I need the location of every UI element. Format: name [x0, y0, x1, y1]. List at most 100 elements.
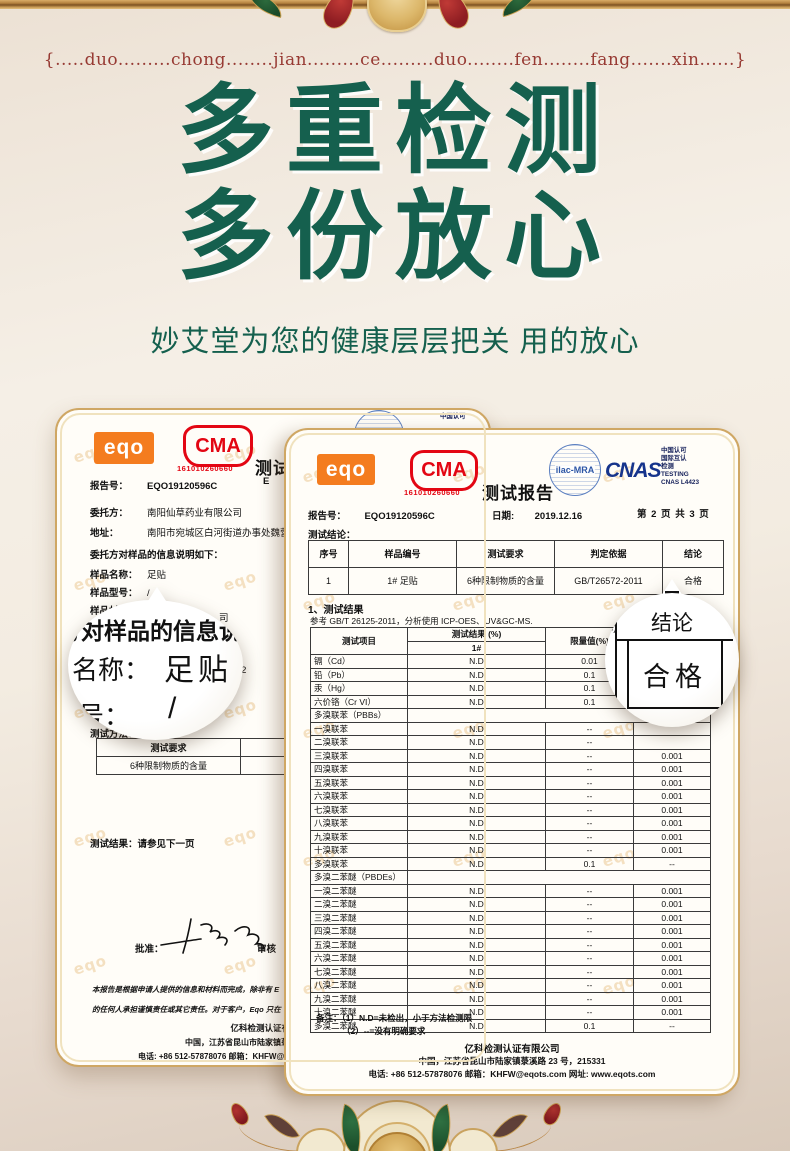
table-cell: N.D	[407, 924, 546, 939]
lab-name: 亿科检测认证有限公司	[464, 1044, 560, 1055]
table-cell: 0.001	[633, 978, 711, 993]
report-no-value: EQO19120596C	[364, 511, 435, 522]
report-no-row: 报告号： EQO19120596C	[308, 506, 435, 524]
table-cell: 一溴二苯醚	[310, 883, 408, 898]
sample-name-value: 足贴	[147, 570, 167, 581]
table-cell: N.D	[407, 829, 546, 844]
table-cell: N.D	[407, 762, 546, 777]
table-row: 八溴二苯醚 N.D -- 0.001	[310, 978, 711, 993]
page-title-line2: 多份放心	[177, 178, 613, 293]
table-header-cell: 测试要求	[96, 738, 241, 757]
disclaimer-line2: 的任何人承担谨慎责任或其它责任。对于客户，Eqo 只在	[92, 1005, 281, 1014]
ilac-mra-label: ilac-MRA	[554, 465, 596, 475]
report-no-value: EQO19120596C	[147, 481, 218, 492]
report-no-label: 报告号：	[308, 511, 347, 522]
table-cell: 镉（Cd）	[310, 654, 408, 669]
table-row: 六溴二苯醚 N.D -- 0.001	[310, 951, 711, 966]
bubble-body: (%) 结论 合格	[605, 593, 739, 727]
approval-signature	[160, 918, 265, 954]
table-cell: 一溴联苯	[310, 721, 408, 736]
cma-logo: CMA	[183, 425, 253, 467]
table-cell: N.D	[407, 937, 546, 952]
report-no-label: 报告号：	[90, 481, 129, 492]
review-label: 审核	[257, 944, 277, 955]
table-cell: 五溴联苯	[310, 775, 408, 790]
magnified-info-heading: 方对样品的信息说	[68, 618, 242, 644]
table-cell: --	[633, 1018, 711, 1033]
table-row: 五溴二苯醚 N.D -- 0.001	[310, 937, 711, 952]
table-cell: 六溴二苯醚	[310, 951, 408, 966]
magnified-name-label: 名称：	[72, 655, 151, 685]
eqo-logo: eqo	[94, 432, 154, 464]
magnified-conclusion-value: 合格	[627, 641, 723, 709]
table-cell: 六价铬（Cr VI）	[310, 694, 408, 709]
magnified-table-border	[615, 621, 617, 727]
table-cell: 三溴联苯	[310, 748, 408, 763]
client-row: 委托方： 南阳仙草药业有限公司	[90, 503, 242, 521]
client-label: 委托方：	[90, 508, 129, 519]
table-cell: 0.001	[633, 789, 711, 804]
table-cell: --	[545, 910, 634, 925]
table-cell: --	[545, 978, 634, 993]
magnified-model-value: /	[168, 692, 177, 725]
sample-model-row: 样品型号： /	[90, 583, 150, 601]
table-cell: N.D	[407, 843, 546, 858]
table-cell	[407, 870, 711, 885]
table-cell: N.D	[407, 654, 546, 669]
table-cell: N.D	[407, 721, 546, 736]
report-no-row: 报告号： EQO19120596C	[90, 476, 217, 494]
gold-shield-icon	[367, 0, 427, 32]
table-cell: N.D	[407, 748, 546, 763]
table-row: 1 1# 足贴 6种限制物质的含量 GB/T26572-2011 合格	[308, 567, 724, 595]
table-cell	[633, 735, 711, 750]
table-cell: 八溴联苯	[310, 816, 408, 831]
table-cell: 0.001	[633, 802, 711, 817]
table-row: 七溴联苯 N.D -- 0.001	[310, 802, 711, 817]
table-cell: 0.1	[545, 856, 634, 871]
eqo-logo: eqo	[317, 454, 375, 485]
magnified-table-line	[615, 639, 733, 641]
cma-logo: CMA	[410, 450, 478, 491]
ilac-mra-stamp: ilac-MRA	[549, 444, 601, 496]
table-cell: 0.001	[633, 964, 711, 979]
table-cell: 四溴联苯	[310, 762, 408, 777]
table-cell: 0.001	[633, 924, 711, 939]
pinyin-caption: {.....duo.........chong........jian.....…	[43, 50, 747, 70]
table-cell: 三溴二苯醚	[310, 910, 408, 925]
table-cell: --	[545, 991, 634, 1006]
table-cell: --	[545, 762, 634, 777]
table-cell: --	[545, 748, 634, 763]
address-label: 地址：	[90, 528, 119, 539]
section1-heading: 1、测试结果	[308, 605, 364, 616]
magnified-model-label: 型号：	[68, 701, 131, 731]
table-cell: --	[545, 789, 634, 804]
table-cell: 九溴联苯	[310, 829, 408, 844]
eqo-watermark: eqo	[221, 823, 260, 851]
table-cell: N.D	[407, 789, 546, 804]
table-row: 五溴联苯 N.D -- 0.001	[310, 775, 711, 790]
table-row: 六溴联苯 N.D -- 0.001	[310, 789, 711, 804]
table-cell: 0.001	[633, 829, 711, 844]
table-cell: --	[545, 816, 634, 831]
table-header-cell: 测试要求	[456, 540, 555, 568]
table-cell: 1	[308, 567, 349, 595]
cnas-line: CNAS L4423	[661, 479, 700, 486]
sample-model-label: 样品型号：	[90, 588, 138, 599]
table-cell: 十溴联苯	[310, 843, 408, 858]
table-cell: 多溴联苯	[310, 856, 408, 871]
report-title: 测试报告	[482, 484, 554, 503]
table-cell: N.D	[407, 951, 546, 966]
table-cell: 0.001	[633, 1005, 711, 1020]
lab-name: 亿科检测认证有限公司	[230, 1023, 316, 1033]
bubble-tail	[146, 587, 168, 604]
partial-text-e: E	[263, 476, 270, 487]
page-info: 第 2 页 共 3 页	[637, 509, 710, 520]
table-cell: N.D	[407, 694, 546, 709]
magnifier-bubble-conclusion: (%) 结论 合格	[605, 579, 739, 727]
table-header-cell: 测试结果 (%)	[407, 627, 546, 642]
table-cell: 铅（Pb）	[310, 667, 408, 682]
table-cell: N.D	[407, 775, 546, 790]
table-cell: 0.001	[633, 748, 711, 763]
table-cell: 多溴二苯醚（PBDEs）	[310, 870, 408, 885]
remark-line1: 备注：（1）N.D=未检出，小于方法检测限	[316, 1013, 473, 1023]
